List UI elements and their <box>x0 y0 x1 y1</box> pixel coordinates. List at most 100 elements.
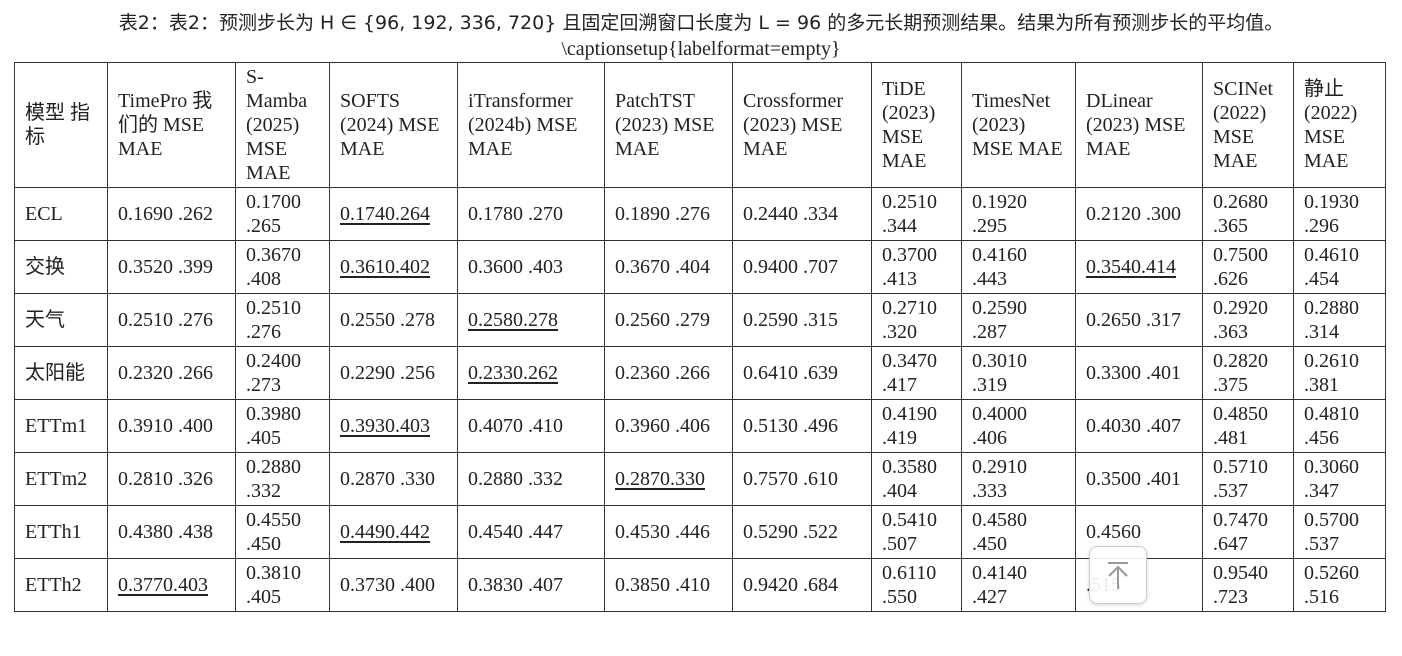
cell: 0.4000 .406 <box>961 399 1076 453</box>
cell: 0.3520 .399 <box>107 240 236 294</box>
cell: 0.3910 .400 <box>107 399 236 453</box>
header-cell: 静止 (2022) MSE MAE <box>1293 62 1386 188</box>
cell: 0.4160 .443 <box>961 240 1076 294</box>
underlined-value: 0.4490.442 <box>340 521 430 543</box>
underlined-value: 0.2870.330 <box>615 468 705 490</box>
cell: 0.3010 .319 <box>961 346 1076 400</box>
cell: 0.3730 .400 <box>329 558 458 612</box>
underlined-value: 0.2330.262 <box>468 362 558 384</box>
cell: 0.3610.402 <box>329 240 458 294</box>
header-cell: SOFTS (2024) MSE MAE <box>329 62 458 188</box>
cell: 0.3850 .410 <box>604 558 733 612</box>
cell: 0.4190 .419 <box>871 399 962 453</box>
cell: 0.6410 .639 <box>732 346 872 400</box>
cell: 0.5130 .496 <box>732 399 872 453</box>
row-label: 交换 <box>14 240 108 294</box>
cell: 0.6110 .550 <box>871 558 962 612</box>
cell: 0.2330.262 <box>457 346 605 400</box>
underlined-value: 0.2580.278 <box>468 309 558 331</box>
cell: 0.4540 .447 <box>457 505 605 559</box>
row-label: ECL <box>14 187 108 241</box>
table-body: ECL 0.1690 .262 0.1700 .265 0.1740.264 0.178… <box>14 187 1386 612</box>
header-cell: PatchTST (2023) MSE MAE <box>604 62 733 188</box>
underlined-value: 0.3540.414 <box>1086 256 1176 278</box>
header-cell: S-Mamba (2025) MSE MAE <box>235 62 330 188</box>
cell: 0.2590 .287 <box>961 293 1076 347</box>
underlined-value: 0.3610.402 <box>340 256 430 278</box>
cell: 0.5700 .537 <box>1293 505 1386 559</box>
cell: 0.4610 .454 <box>1293 240 1386 294</box>
scroll-top-button[interactable] <box>1089 546 1147 604</box>
cell: 0.9540 .723 <box>1202 558 1294 612</box>
cell: 0.2910 .333 <box>961 452 1076 506</box>
cell: 0.1740.264 <box>329 187 458 241</box>
cell: 0.7500 .626 <box>1202 240 1294 294</box>
cell: 0.9400 .707 <box>732 240 872 294</box>
cell: 0.2510 .344 <box>871 187 962 241</box>
cell: 0.2360 .266 <box>604 346 733 400</box>
row-label: 太阳能 <box>14 346 108 400</box>
cell: 0.3060 .347 <box>1293 452 1386 506</box>
table-row: 天气 0.2510 .276 0.2510 .276 0.2550 .278 0.258… <box>14 293 1386 347</box>
cell: 0.2320 .266 <box>107 346 236 400</box>
cell: 0.4550 .450 <box>235 505 330 559</box>
cell: 0.3930.403 <box>329 399 458 453</box>
cell: 0.3980 .405 <box>235 399 330 453</box>
cell: 0.3810 .405 <box>235 558 330 612</box>
caption-note: \captionsetup{labelformat=empty} <box>561 38 841 60</box>
cell: 0.2870.330 <box>604 452 733 506</box>
arrow-up-icon <box>1108 562 1128 589</box>
cell: 0.2610 .381 <box>1293 346 1386 400</box>
header-cell: DLinear (2023) MSE MAE <box>1075 62 1203 188</box>
underlined-value: 0.3770.403 <box>118 574 208 596</box>
cell: 0.1920 .295 <box>961 187 1076 241</box>
header-cell: TimePro 我们的 MSE MAE <box>107 62 236 188</box>
table-row: 太阳能 0.2320 .266 0.2400 .273 0.2290 .256 0.23… <box>14 346 1386 400</box>
cell: 0.2120 .300 <box>1075 187 1203 241</box>
cell: 0.2650 .317 <box>1075 293 1203 347</box>
cell: 0.4850 .481 <box>1202 399 1294 453</box>
cell: 0.4030 .407 <box>1075 399 1203 453</box>
cell: 0.2820 .375 <box>1202 346 1294 400</box>
cell: 0.2400 .273 <box>235 346 330 400</box>
results-table: 模型 指标 TimePro 我们的 MSE MAE S-Mamba (2025) M… <box>14 62 1386 612</box>
cell: 0.2880 .332 <box>235 452 330 506</box>
cell: 0.4810 .456 <box>1293 399 1386 453</box>
cell: 0.3300 .401 <box>1075 346 1203 400</box>
cell: 0.5260 .516 <box>1293 558 1386 612</box>
cell: 0.5290 .522 <box>732 505 872 559</box>
cell: 0.3700 .413 <box>871 240 962 294</box>
caption: 表2：表2：预测步长为 H ∈ {96, 192, 336, 720} 且固定回… <box>118 12 1284 34</box>
cell: 0.2550 .278 <box>329 293 458 347</box>
cell: 0.2580.278 <box>457 293 605 347</box>
header-cell: 模型 指标 <box>14 62 108 188</box>
cell: 0.2710 .320 <box>871 293 962 347</box>
cell: 0.3670 .404 <box>604 240 733 294</box>
row-label: ETTm1 <box>14 399 108 453</box>
row-label: ETTh1 <box>14 505 108 559</box>
cell: 0.3830 .407 <box>457 558 605 612</box>
cell: 0.1700 .265 <box>235 187 330 241</box>
header-cell: TimesNet (2023) MSE MAE <box>961 62 1076 188</box>
cell: 0.3580 .404 <box>871 452 962 506</box>
cell: 0.7470 .647 <box>1202 505 1294 559</box>
cell: 0.3470 .417 <box>871 346 962 400</box>
cell: 0.2680 .365 <box>1202 187 1294 241</box>
cell: 0.2870 .330 <box>329 452 458 506</box>
cell: 0.1780 .270 <box>457 187 605 241</box>
cell: 0.9420 .684 <box>732 558 872 612</box>
table-row: ETTm1 0.3910 .400 0.3980 .405 0.3930.403 0.4… <box>14 399 1386 453</box>
cell: 0.2880 .332 <box>457 452 605 506</box>
underlined-value: 0.3930.403 <box>340 415 430 437</box>
header-row: 模型 指标 TimePro 我们的 MSE MAE S-Mamba (2025) M… <box>14 62 1386 188</box>
header-cell: TiDE (2023) MSE MAE <box>871 62 962 188</box>
cell: 0.2880 .314 <box>1293 293 1386 347</box>
table-row: ETTm2 0.2810 .326 0.2880 .332 0.2870 .330 0.… <box>14 452 1386 506</box>
cell: 0.2590 .315 <box>732 293 872 347</box>
table-row: 交换 0.3520 .399 0.3670 .408 0.3610.402 0.3600… <box>14 240 1386 294</box>
cell: 0.4070 .410 <box>457 399 605 453</box>
cell: 0.3600 .403 <box>457 240 605 294</box>
row-label: ETTh2 <box>14 558 108 612</box>
row-label: 天气 <box>14 293 108 347</box>
